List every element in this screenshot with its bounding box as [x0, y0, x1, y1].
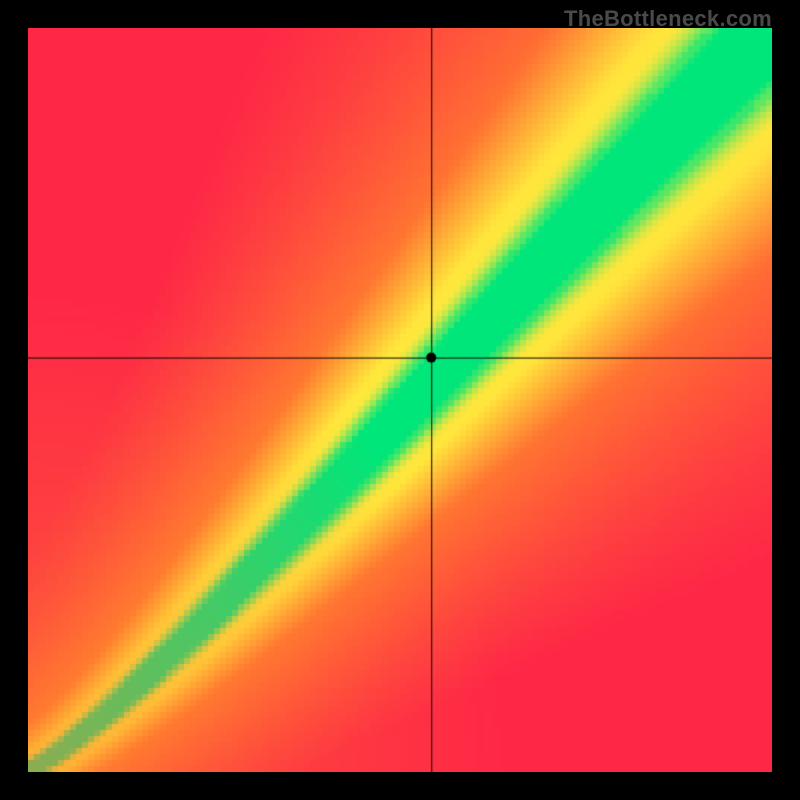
heatmap-canvas: [28, 28, 772, 772]
heatmap-plot: [28, 28, 772, 772]
watermark-text: TheBottleneck.com: [564, 6, 772, 32]
chart-container: TheBottleneck.com: [0, 0, 800, 800]
